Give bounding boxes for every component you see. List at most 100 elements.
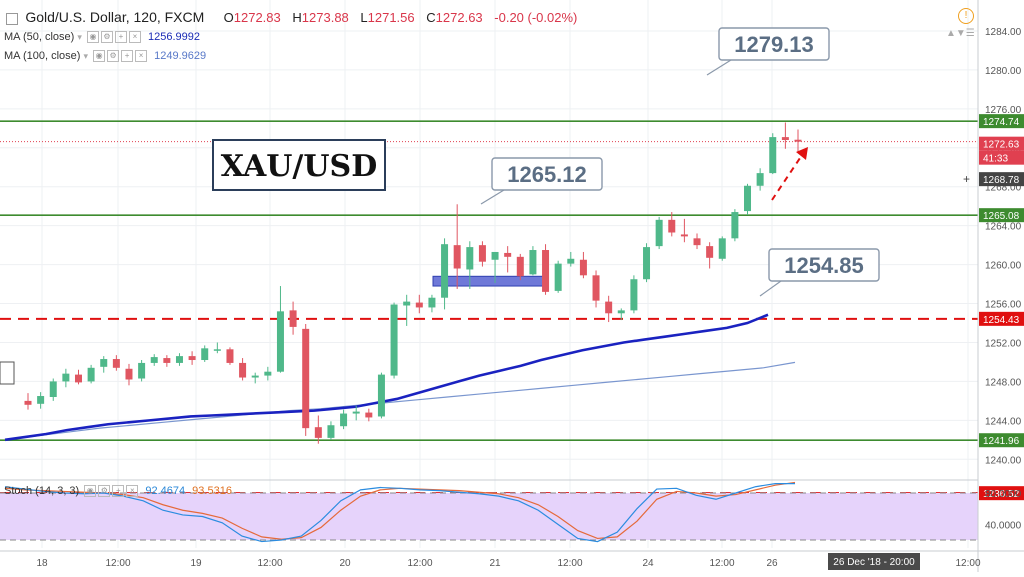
candle-body	[302, 328, 310, 429]
candle-body	[415, 302, 423, 308]
candle-body	[731, 212, 739, 239]
visibility-icon[interactable]: ◉	[84, 485, 97, 498]
visibility-icon[interactable]: ◉	[93, 50, 106, 63]
add-icon[interactable]: +	[112, 485, 125, 498]
callout-high-text: 1279.13	[734, 32, 814, 57]
time-tick-label: 21	[489, 558, 501, 569]
level-price-tag	[979, 208, 1024, 223]
time-tick-label: 12:00	[407, 558, 432, 569]
price-tick-label: 1268.00	[985, 183, 1022, 194]
level-price-tag	[979, 311, 1024, 326]
level-price-tag	[979, 433, 1024, 448]
stoch-legend[interactable]: Stoch (14, 3, 3) ◉ ⚙ + × 92.4674 93.5316	[4, 485, 232, 498]
candle-body	[529, 250, 537, 275]
add-icon[interactable]: +	[114, 31, 127, 44]
candle-body	[201, 348, 209, 361]
level-price-text: 1268.78	[983, 175, 1020, 186]
candle-body	[781, 137, 789, 141]
candle-body	[175, 356, 183, 363]
level-price-text: 1241.96	[983, 436, 1020, 447]
candle-body	[769, 137, 777, 174]
candle-body	[340, 413, 348, 427]
candle-body	[87, 367, 95, 382]
ma100-label: MA (100, close)	[4, 50, 81, 62]
price-tick-label: 1280.00	[985, 66, 1022, 77]
stoch-label: Stoch (14, 3, 3)	[4, 485, 80, 497]
time-tick-label: 12:00	[257, 558, 282, 569]
callout-ma-pointer	[759, 280, 782, 297]
stoch-k-value: 92.4674	[145, 485, 186, 497]
callout-resistance: 1265.12	[480, 157, 603, 205]
time-cursor-label: 26 Dec '18 - 20:00	[833, 557, 915, 568]
left-edge-tag	[0, 361, 15, 385]
time-tick-label: 12:00	[557, 558, 582, 569]
callout-high-pointer	[706, 59, 732, 76]
candle-body	[289, 310, 297, 327]
candle-body	[62, 373, 70, 382]
level-price-text: 1274.74	[983, 117, 1020, 128]
candle-body	[491, 251, 499, 260]
candle-body	[592, 275, 600, 301]
candle-body	[605, 301, 613, 314]
callout-ma-frame	[768, 248, 880, 282]
symbol-title[interactable]: Gold/U.S. Dollar, 120, FXCM	[25, 9, 205, 25]
candle-body	[756, 173, 764, 186]
candle-body	[264, 371, 272, 376]
callout-high-frame	[718, 27, 830, 61]
candle-body	[138, 362, 146, 379]
price-tick-label: 1264.00	[985, 222, 1022, 233]
level-price-text: 1272.63	[983, 140, 1020, 151]
candle-body	[226, 349, 234, 363]
add-icon[interactable]: +	[121, 50, 134, 63]
close-label: C	[426, 10, 436, 25]
alert-icon[interactable]: !	[958, 8, 974, 24]
candle-body	[504, 252, 512, 257]
candle-body	[554, 263, 562, 291]
ma50-value: 1256.9992	[148, 31, 201, 43]
time-tick-label: 19	[190, 558, 202, 569]
collapse-icon[interactable]	[6, 12, 18, 25]
pane-menu-icon[interactable]: ▲▼☰	[946, 28, 975, 39]
candle-body	[24, 400, 32, 405]
close-icon[interactable]: ×	[128, 31, 141, 44]
time-tick-label: 26	[766, 558, 778, 569]
visibility-icon[interactable]: ◉	[86, 31, 99, 44]
level-price-text: 1254.43	[983, 315, 1020, 326]
settings-icon[interactable]: ⚙	[100, 31, 113, 44]
price-tick-label: 1260.00	[985, 261, 1022, 272]
candle-body	[74, 374, 82, 383]
callout-high: 1279.13	[706, 27, 830, 76]
candle-body	[239, 362, 247, 378]
settings-icon[interactable]: ⚙	[107, 50, 120, 63]
price-tick-label: 1240.00	[985, 455, 1022, 466]
close-icon[interactable]: ×	[126, 485, 139, 498]
candle-body	[150, 357, 158, 363]
ma50-legend[interactable]: MA (50, close) ▾ ◉ ⚙ + × 1256.9992	[4, 31, 201, 44]
dropdown-icon[interactable]: ▾	[77, 32, 82, 42]
ma100-legend[interactable]: MA (100, close) ▾ ◉ ⚙ + × 1249.9629	[4, 50, 207, 63]
dropdown-icon[interactable]: ▾	[83, 51, 89, 61]
candle-body	[37, 396, 45, 404]
candle-body	[441, 244, 449, 298]
ma100-line	[4, 361, 796, 441]
candle-body	[655, 219, 663, 247]
close-icon[interactable]: ×	[135, 50, 148, 63]
projection-arrow	[771, 151, 805, 201]
candle-body	[213, 349, 221, 351]
candle-body	[403, 301, 411, 306]
price-tick-label: 1244.00	[985, 416, 1022, 427]
settings-icon[interactable]: ⚙	[98, 485, 111, 498]
candle-body	[680, 234, 688, 237]
time-tick-label: 24	[642, 558, 654, 569]
ma50-line	[4, 313, 769, 442]
candle-body	[643, 247, 651, 280]
time-tick-label: 12:00	[955, 558, 980, 569]
level-price-tag	[979, 114, 1024, 129]
ma100-value: 1249.9629	[154, 50, 207, 62]
callout-ma: 1254.85	[759, 248, 880, 297]
chart-header: Gold/U.S. Dollar, 120, FXCM O1272.83 H12…	[6, 9, 577, 25]
level-price-tag	[979, 150, 1024, 165]
change-value: -0.20 (-0.02%)	[494, 10, 578, 25]
